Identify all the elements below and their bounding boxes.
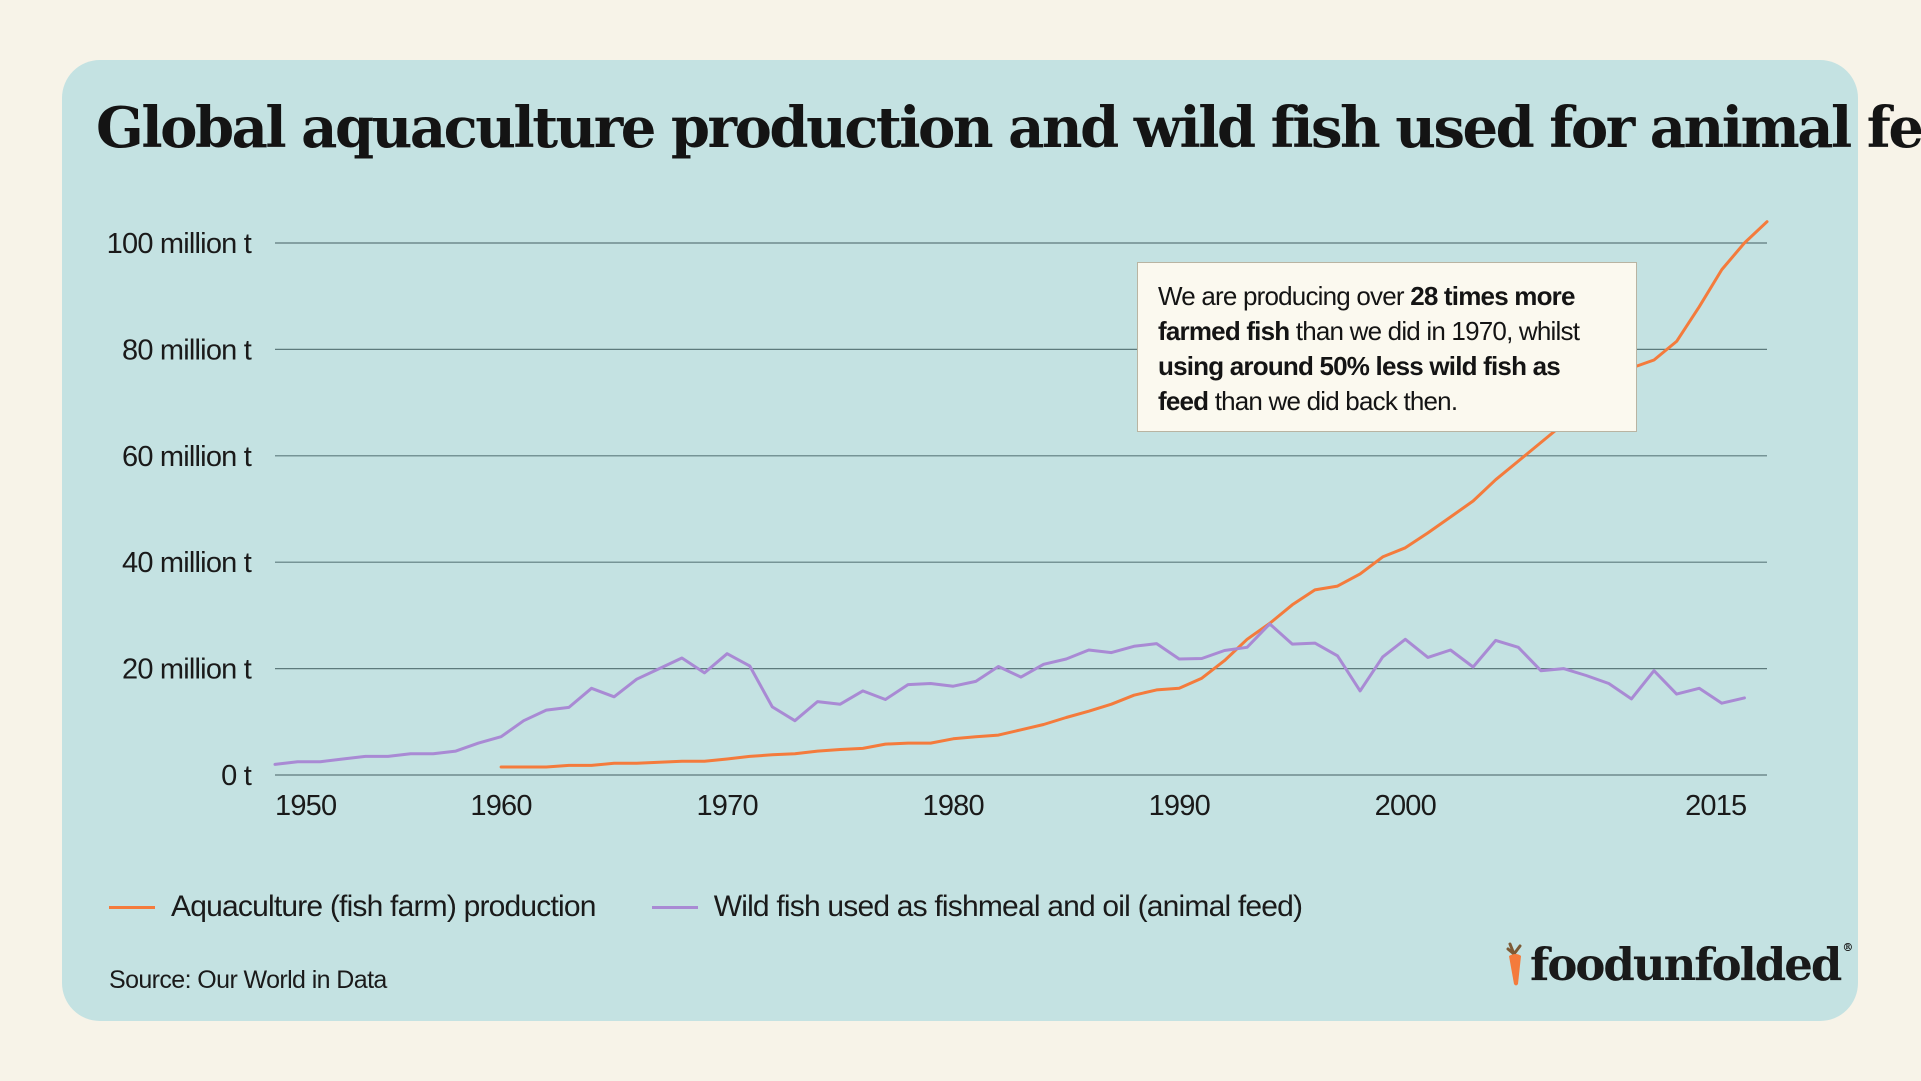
legend: Aquaculture (fish farm) production Wild … <box>109 890 1358 924</box>
annotation-text: than we did back then. <box>1208 386 1458 416</box>
foodunfolded-logo: foodunfolded ® <box>1500 940 1853 988</box>
annotation-box: We are producing over 28 times more farm… <box>1137 262 1637 432</box>
legend-swatch-wild-fish <box>651 905 698 909</box>
legend-label-aquaculture: Aquaculture (fish farm) production <box>171 890 596 923</box>
legend-item-wild-fish: Wild fish used as fishmeal and oil (anim… <box>651 890 1303 924</box>
chart-title: Global aquaculture production and wild f… <box>96 95 1921 161</box>
annotation-highlight: using around 50% less wild fish as feed <box>1158 351 1561 416</box>
annotation-text: than we did in 1970, whilst <box>1289 316 1580 346</box>
logo-registered-mark: ® <box>1842 940 1853 954</box>
legend-swatch-aquaculture <box>109 905 155 909</box>
legend-label-wild-fish: Wild fish used as fishmeal and oil (anim… <box>713 890 1303 923</box>
carrot-icon <box>1506 942 1522 986</box>
legend-item-aquaculture: Aquaculture (fish farm) production <box>109 890 596 924</box>
annotation-highlight: 28 times more farmed fish <box>1158 281 1575 346</box>
chart-card <box>62 60 1858 1021</box>
logo-text: foodunfolded <box>1530 937 1842 991</box>
logo-wordmark: foodunfolded ® <box>1530 940 1853 987</box>
source-note: Source: Our World in Data <box>109 966 387 994</box>
annotation-text: We are producing over <box>1158 281 1411 311</box>
